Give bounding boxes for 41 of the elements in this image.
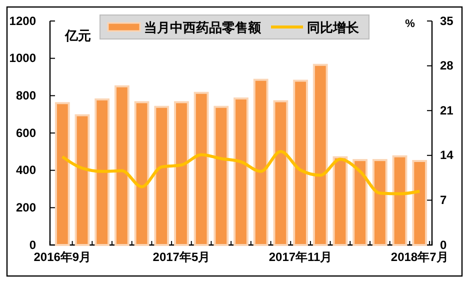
- bar: [154, 106, 170, 246]
- bar: [312, 64, 328, 246]
- legend-label: 当月中西药品零售额: [144, 20, 262, 35]
- bar: [273, 100, 288, 246]
- bar: [253, 78, 268, 246]
- bar: [372, 159, 388, 246]
- bar: [174, 101, 189, 246]
- bar: [332, 156, 348, 246]
- y2-tick-label: 0: [440, 238, 447, 252]
- bar: [94, 98, 110, 246]
- y2-axis-title: %: [405, 18, 416, 30]
- bar: [54, 102, 70, 246]
- y-tick-label: 400: [16, 163, 36, 178]
- y2-tick-label: 7: [440, 193, 447, 208]
- bar: [293, 80, 308, 246]
- x-tick-label: 2017年5月: [152, 250, 210, 264]
- x-tick-label: 2017年11月: [268, 250, 332, 264]
- y-tick-label: 1000: [9, 51, 36, 66]
- bar: [114, 85, 130, 246]
- y2-tick-label: 28: [440, 58, 454, 73]
- line-series: [60, 150, 422, 196]
- y2-tick-label: 35: [440, 14, 454, 28]
- x-tick-label: 2016年9月: [34, 250, 92, 264]
- bar: [74, 114, 90, 246]
- y-tick-label: 600: [16, 126, 36, 140]
- y-tick-label: 1200: [9, 14, 36, 28]
- x-tick-label: 2018年7月: [390, 250, 448, 264]
- bar: [214, 106, 229, 246]
- y-axis-title: 亿元: [64, 28, 91, 43]
- bar: [412, 160, 428, 246]
- y-tick-label: 0: [29, 238, 36, 252]
- bar: [134, 101, 150, 246]
- y2-tick-label: 14: [440, 148, 454, 162]
- legend-label: 同比增长: [307, 20, 360, 35]
- bar: [234, 97, 248, 246]
- bar: [194, 92, 209, 246]
- y-tick-label: 200: [16, 200, 36, 215]
- bar: [392, 155, 408, 246]
- y-tick-label: 800: [16, 88, 36, 103]
- bar: [352, 159, 368, 246]
- y2-tick-label: 21: [440, 103, 454, 118]
